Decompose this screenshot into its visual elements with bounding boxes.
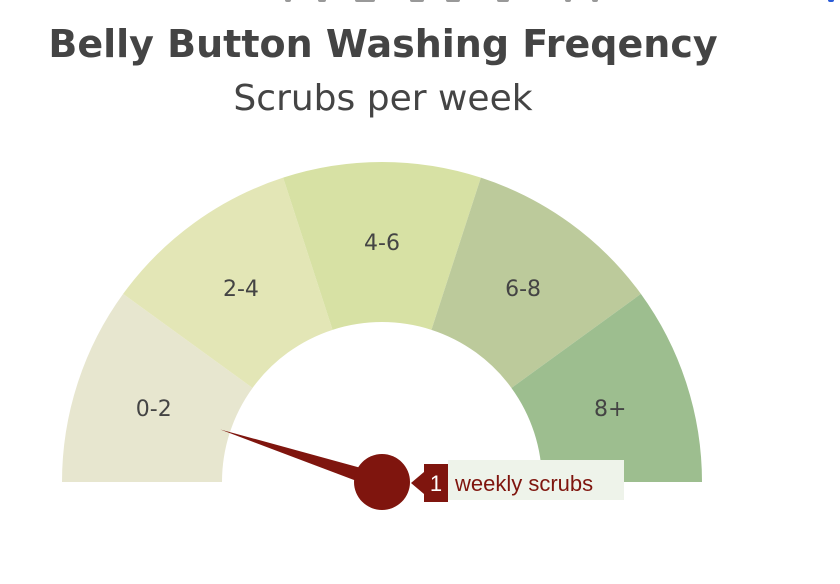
gauge-segment-label: 2-4 — [223, 277, 259, 302]
needle-hub — [354, 454, 410, 510]
gauge-segments — [62, 161, 702, 482]
gauge-segment-2 — [283, 161, 481, 330]
gauge-value-annotation: 1 weekly scrubs — [411, 460, 624, 502]
value-badge-pointer — [411, 472, 424, 494]
clipped-icon — [446, 0, 460, 2]
gauge-segment-label: 6-8 — [505, 277, 541, 302]
clipped-top-toolbar — [0, 0, 840, 6]
clipped-icon — [355, 0, 375, 2]
clipped-icon — [828, 0, 834, 2]
clipped-icon — [285, 0, 291, 2]
chart-subtitle: Scrubs per week — [233, 78, 533, 119]
gauge-needle — [220, 429, 410, 510]
clipped-icon — [592, 0, 598, 2]
clipped-icon — [318, 0, 326, 2]
gauge-segment-label: 4-6 — [364, 231, 400, 256]
gauge-segment-label: 8+ — [594, 397, 626, 422]
chart-title: Belly Button Washing Freqency — [48, 22, 718, 66]
gauge-segment-label: 0-2 — [136, 397, 172, 422]
value-badge — [424, 464, 448, 502]
needle-pointer — [220, 429, 385, 490]
gauge-segment-1 — [123, 177, 333, 388]
clipped-icon — [565, 0, 571, 2]
gauge-segment-4 — [511, 293, 702, 482]
clipped-icon — [410, 0, 424, 2]
gauge-segment-3 — [431, 177, 641, 388]
value-label-text: weekly scrubs — [454, 471, 593, 496]
gauge-segment-0 — [62, 293, 253, 482]
value-label-background — [448, 460, 624, 500]
clipped-icon — [497, 0, 509, 2]
gauge-segment-labels: 0-2 2-4 4-6 6-8 8+ — [136, 231, 627, 422]
value-badge-text: 1 — [430, 471, 442, 496]
